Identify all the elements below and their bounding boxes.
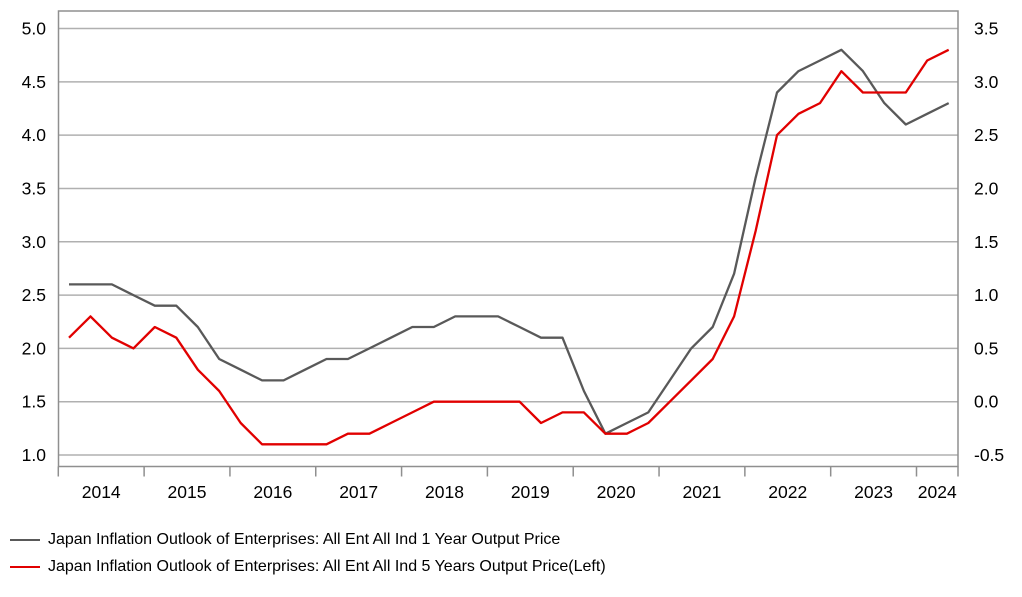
left-axis-tick-label: 3.0 xyxy=(22,232,47,252)
left-axis-tick-label: 4.5 xyxy=(22,72,46,92)
legend-line-swatch-red xyxy=(10,566,40,568)
x-axis-year-label: 2017 xyxy=(339,482,378,502)
right-axis-tick-label: 3.0 xyxy=(974,72,999,92)
right-axis-tick-label: 0.5 xyxy=(974,338,998,358)
x-axis-year-label: 2021 xyxy=(682,482,721,502)
plot-border xyxy=(57,10,959,468)
x-axis-year-label: 2024 xyxy=(918,482,957,502)
x-axis-ticks xyxy=(57,466,959,477)
x-axis-year-label: 2015 xyxy=(168,482,207,502)
left-axis-tick-label: 1.5 xyxy=(22,392,46,412)
x-axis-year-label: 2019 xyxy=(511,482,550,502)
legend-label-5-years: Japan Inflation Outlook of Enterprises: … xyxy=(48,558,606,575)
legend-item-1-year: Japan Inflation Outlook of Enterprises: … xyxy=(10,531,606,549)
right-axis-tick-label: -0.5 xyxy=(974,445,1004,465)
right-axis-tick-label: 2.5 xyxy=(974,125,998,145)
x-axis-year-label: 2023 xyxy=(854,482,893,502)
right-axis-tick-label: 1.0 xyxy=(974,285,999,305)
x-axis-year-label: 2020 xyxy=(597,482,636,502)
series-line-1-year xyxy=(69,48,950,435)
left-axis-tick-label: 2.0 xyxy=(22,338,47,358)
x-axis-year-label: 2018 xyxy=(425,482,464,502)
x-axis-year-label: 2016 xyxy=(253,482,292,502)
series-line-5-years xyxy=(68,48,950,446)
right-axis-tick-label: 3.5 xyxy=(974,19,998,39)
x-axis-year-label: 2022 xyxy=(768,482,807,502)
left-axis-tick-label: 2.5 xyxy=(22,285,46,305)
legend: Japan Inflation Outlook of Enterprises: … xyxy=(10,531,606,576)
left-axis-tick-label: 3.5 xyxy=(22,178,46,198)
legend-line-swatch-gray xyxy=(10,539,40,541)
x-axis-year-label: 2014 xyxy=(82,482,121,502)
legend-item-5-years: Japan Inflation Outlook of Enterprises: … xyxy=(10,558,606,576)
right-axis-tick-label: 2.0 xyxy=(974,178,999,198)
legend-label-1-year: Japan Inflation Outlook of Enterprises: … xyxy=(48,531,561,548)
left-axis-tick-label: 1.0 xyxy=(22,445,47,465)
plot-area: 5.0 4.5 4.0 3.5 3.0 2.5 2.0 1.5 1.0 3.5 3.0 2.5 2.0 1… xyxy=(22,10,1004,502)
left-axis-tick-label: 4.0 xyxy=(22,125,47,145)
gridlines xyxy=(58,27,958,456)
right-axis-tick-label: 0.0 xyxy=(974,392,999,412)
right-axis-tick-label: 1.5 xyxy=(974,232,998,252)
left-axis-tick-label: 5.0 xyxy=(22,19,47,39)
